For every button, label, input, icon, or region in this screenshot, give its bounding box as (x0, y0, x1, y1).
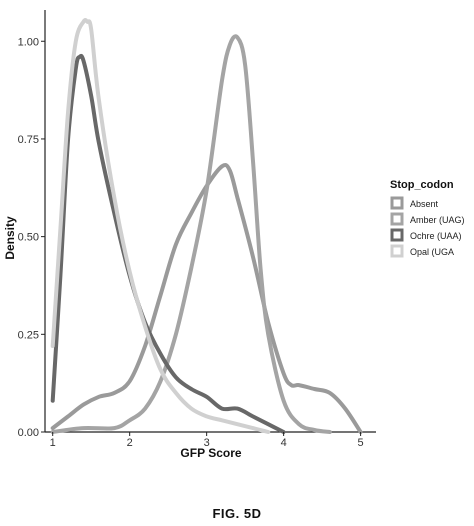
series-layer (50, 17, 363, 434)
series-line-opal-uga (50, 17, 271, 434)
legend-label-amber-uag: Amber (UAG) (410, 215, 465, 225)
legend-label-absent: Absent (410, 199, 439, 209)
legend-title: Stop_codon (390, 179, 454, 191)
ticks: 1 2 3 4 5 0.00 0.25 0.50 0.75 1.00 (18, 36, 364, 449)
legend-key-absent (390, 196, 404, 210)
legend-key-ochre-uaa (390, 228, 404, 242)
x-axis-title: GFP Score (180, 446, 241, 460)
legend-label-opal-uga: Opal (UGA (410, 247, 454, 257)
legend-key-opal-uga (390, 244, 404, 258)
legend: Stop_codon Absent Amber (UAG) Ochre (UAA) O… (390, 179, 465, 258)
legend-key-amber-uag (390, 212, 404, 226)
x-tick-label: 2 (127, 437, 133, 449)
y-tick-label: 0.75 (18, 134, 39, 146)
x-tick-label: 1 (50, 437, 56, 449)
y-tick-label: 0.50 (18, 232, 39, 244)
legend-label-ochre-uaa: Ochre (UAA) (410, 231, 462, 241)
y-tick-label: 1.00 (18, 36, 39, 48)
series-line-absent (50, 163, 363, 434)
x-tick-label: 4 (281, 437, 287, 449)
y-tick-label: 0.00 (18, 427, 39, 439)
series-line-amber-uag (50, 34, 332, 434)
x-tick-label: 5 (358, 437, 364, 449)
x-tick-label: 3 (204, 437, 210, 449)
y-tick-label: 0.25 (18, 329, 39, 341)
figure-caption: FIG. 5D (212, 506, 262, 521)
y-axis-title: Density (3, 216, 17, 260)
